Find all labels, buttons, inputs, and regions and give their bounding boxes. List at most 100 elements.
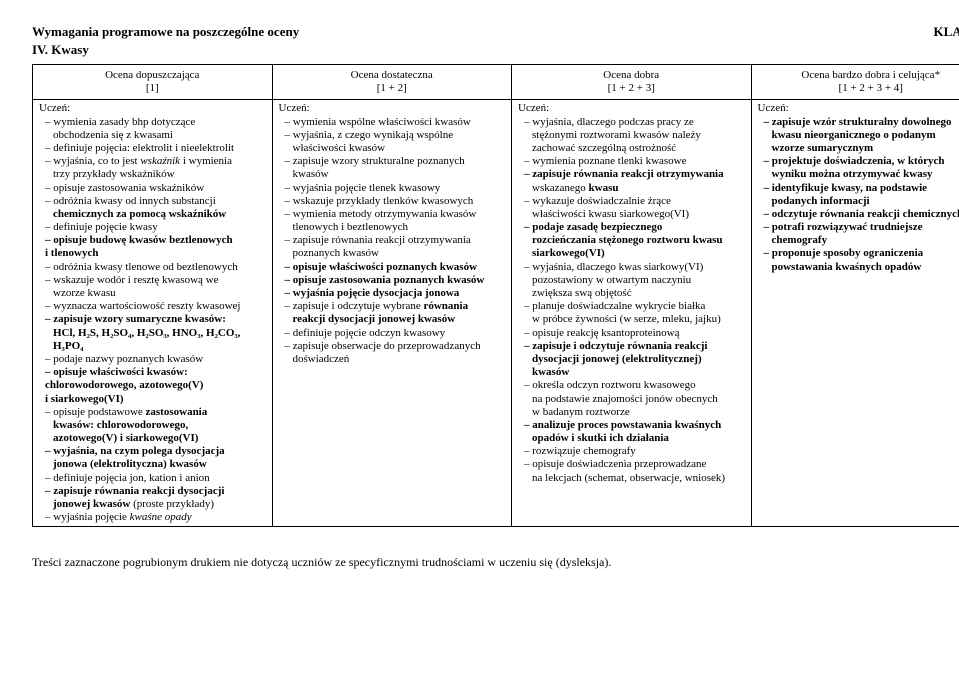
- list-item: stężonymi roztworami kwasów należy: [518, 129, 745, 142]
- cell-content: – wyjaśnia, dlaczego podczas pracy zestę…: [518, 116, 745, 485]
- list-item: – opisuje właściwości poznanych kwasów: [279, 261, 506, 274]
- list-item: – odróżnia kwasy od innych substancji: [39, 195, 266, 208]
- list-item: – zapisuje obserwacje do przeprowadzanyc…: [279, 340, 506, 353]
- list-item: powstawania kwaśnych opadów: [758, 261, 959, 274]
- student-label: Uczeń:: [279, 102, 506, 115]
- list-item: – wyjaśnia, dlaczego kwas siarkowy(VI): [518, 261, 745, 274]
- list-item: – wymienia zasady bhp dotyczące: [39, 116, 266, 129]
- list-item: – zapisuje wzór strukturalny dowolnego: [758, 116, 959, 129]
- section-title: IV. Kwasy: [32, 42, 959, 58]
- list-item: poznanych kwasów: [279, 247, 506, 260]
- list-item: – zapisuje i odczytuje wybrane równania: [279, 300, 506, 313]
- list-item: jonowa (elektrolityczna) kwasów: [39, 458, 266, 471]
- list-item: – wskazuje wodór i resztę kwasową we: [39, 274, 266, 287]
- list-item: kwasów: chlorowodorowego,: [39, 419, 266, 432]
- list-item: – zapisuje równania reakcji otrzymywania: [518, 168, 745, 181]
- list-item: – wymienia poznane tlenki kwasowe: [518, 155, 745, 168]
- list-item: i tlenowych: [39, 247, 266, 260]
- student-label: Uczeń:: [518, 102, 745, 115]
- list-item: – proponuje sposoby ograniczenia: [758, 247, 959, 260]
- list-item: tlenowych i beztlenowych: [279, 221, 506, 234]
- list-item: dysocjacji jonowej (elektrolitycznej): [518, 353, 745, 366]
- list-item: – zapisuje wzory sumaryczne kwasów:: [39, 313, 266, 326]
- list-item: – zapisuje i odczytuje równania reakcji: [518, 340, 745, 353]
- list-item: – definiuje pojęcie odczyn kwasowy: [279, 327, 506, 340]
- list-item: – wyjaśnia pojęcie tlenek kwasowy: [279, 182, 506, 195]
- list-item: wzorze sumarycznym: [758, 142, 959, 155]
- list-item: azotowego(V) i siarkowego(VI): [39, 432, 266, 445]
- list-item: – wykazuje doświadczalnie żrące: [518, 195, 745, 208]
- list-item: – wyjaśnia, z czego wynikają wspólne: [279, 129, 506, 142]
- cell-col-2: Uczeń: – wymienia wspólne właściwości kw…: [272, 100, 512, 527]
- list-item: – wyjaśnia, na czym polega dysocjacja: [39, 445, 266, 458]
- list-item: właściwości kwasu siarkowego(VI): [518, 208, 745, 221]
- list-item: – określa odczyn roztworu kwasowego: [518, 379, 745, 392]
- list-item: – wymienia metody otrzymywania kwasów: [279, 208, 506, 221]
- list-item: H₃PO₄: [39, 340, 266, 353]
- list-item: – opisuje właściwości kwasów:: [39, 366, 266, 379]
- list-item: – zapisuje wzory strukturalne poznanych: [279, 155, 506, 168]
- list-item: kwasów: [518, 366, 745, 379]
- list-item: – zapisuje równania reakcji otrzymywania: [279, 234, 506, 247]
- list-item: chemografy: [758, 234, 959, 247]
- list-item: – odróżnia kwasy tlenowe od beztlenowych: [39, 261, 266, 274]
- col-sub: [1]: [37, 82, 268, 95]
- list-item: – opisuje doświadczenia przeprowadzane: [518, 458, 745, 471]
- list-item: – rozwiązuje chemografy: [518, 445, 745, 458]
- col-title: Ocena dobra: [516, 69, 747, 82]
- footnote: Treści zaznaczone pogrubionym drukiem ni…: [32, 555, 959, 570]
- student-label: Uczeń:: [39, 102, 266, 115]
- list-item: – wymienia wspólne właściwości kwasów: [279, 116, 506, 129]
- list-item: – opisuje reakcję ksantoproteinową: [518, 327, 745, 340]
- list-item: jonowej kwasów (proste przykłady): [39, 498, 266, 511]
- page-header: Wymagania programowe na poszczególne oce…: [32, 24, 959, 40]
- list-item: wyniku można otrzymywać kwasy: [758, 168, 959, 181]
- list-item: – opisuje zastosowania wskaźników: [39, 182, 266, 195]
- student-label: Uczeń:: [758, 102, 959, 115]
- table-body-row: Uczeń: – wymienia zasady bhp dotycząceob…: [33, 100, 959, 527]
- list-item: opadów i skutki ich działania: [518, 432, 745, 445]
- list-item: – podaje zasadę bezpiecznego: [518, 221, 745, 234]
- cell-col-1: Uczeń: – wymienia zasady bhp dotycząceob…: [33, 100, 273, 527]
- list-item: – wyjaśnia pojęcie kwaśne opady: [39, 511, 266, 524]
- list-item: chemicznych za pomocą wskaźników: [39, 208, 266, 221]
- list-item: – planuje doświadczalne wykrycie białka: [518, 300, 745, 313]
- list-item: – projektuje doświadczenia, w których: [758, 155, 959, 168]
- cell-col-3: Uczeń: – wyjaśnia, dlaczego podczas prac…: [512, 100, 752, 527]
- list-item: rozcieńczania stężonego roztworu kwasu: [518, 234, 745, 247]
- list-item: – wskazuje przykłady tlenków kwasowych: [279, 195, 506, 208]
- list-item: – wyznacza wartościowość reszty kwasowej: [39, 300, 266, 313]
- list-item: na lekcjach (schemat, obserwacje, wniose…: [518, 472, 745, 485]
- list-item: – wyjaśnia, co to jest wskaźnik i wymien…: [39, 155, 266, 168]
- col-title: Ocena bardzo dobra i celująca*: [756, 69, 959, 82]
- list-item: na podstawie znajomości jonów obecnych: [518, 393, 745, 406]
- col-sub: [1 + 2 + 3]: [516, 82, 747, 95]
- list-item: właściwości kwasów: [279, 142, 506, 155]
- cell-content: – wymienia zasady bhp dotycząceobchodzen…: [39, 116, 266, 525]
- list-item: HCl, H₂S, H₂SO₄, H₂SO₃, HNO₃, H₂CO₃,: [39, 327, 266, 340]
- list-item: wzorze kwasu: [39, 287, 266, 300]
- header-left: Wymagania programowe na poszczególne oce…: [32, 24, 299, 40]
- col-title: Ocena dopuszczająca: [37, 69, 268, 82]
- list-item: – analizuje proces powstawania kwaśnych: [518, 419, 745, 432]
- list-item: – odczytuje równania reakcji chemicznych: [758, 208, 959, 221]
- list-item: – potrafi rozwiązywać trudniejsze: [758, 221, 959, 234]
- list-item: obchodzenia się z kwasami: [39, 129, 266, 142]
- list-item: doświadczeń: [279, 353, 506, 366]
- col-head-3: Ocena dobra [1 + 2 + 3]: [512, 65, 752, 100]
- col-head-2: Ocena dostateczna [1 + 2]: [272, 65, 512, 100]
- header-right: KLASA II: [934, 24, 959, 40]
- list-item: chlorowodorowego, azotowego(V): [39, 379, 266, 392]
- list-item: – identyfikuje kwasy, na podstawie: [758, 182, 959, 195]
- list-item: zachować szczególną ostrożność: [518, 142, 745, 155]
- list-item: i siarkowego(VI): [39, 393, 266, 406]
- list-item: – opisuje podstawowe zastosowania: [39, 406, 266, 419]
- grades-table: Ocena dopuszczająca [1] Ocena dostateczn…: [32, 64, 959, 527]
- col-head-4: Ocena bardzo dobra i celująca* [1 + 2 + …: [751, 65, 959, 100]
- list-item: – opisuje budowę kwasów beztlenowych: [39, 234, 266, 247]
- list-item: siarkowego(VI): [518, 247, 745, 260]
- list-item: – podaje nazwy poznanych kwasów: [39, 353, 266, 366]
- list-item: – wyjaśnia pojęcie dysocjacja jonowa: [279, 287, 506, 300]
- col-sub: [1 + 2]: [277, 82, 508, 95]
- list-item: – zapisuje równania reakcji dysocjacji: [39, 485, 266, 498]
